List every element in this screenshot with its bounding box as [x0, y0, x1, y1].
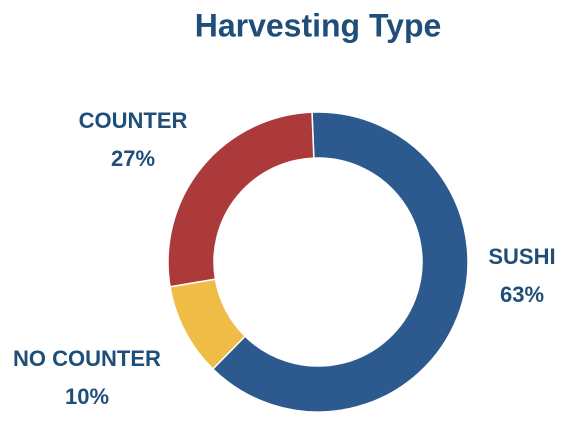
chart-title: Harvesting Type [195, 7, 442, 43]
slice-value-label: 10% [65, 384, 109, 409]
slice-value-label: 63% [500, 282, 544, 307]
donut-slice [211, 111, 469, 413]
slice-label: COUNTER [79, 108, 188, 133]
donut-slice [167, 111, 315, 288]
slice-label: NO COUNTER [13, 346, 161, 371]
slice-label: SUSHI [488, 244, 555, 269]
slice-value-label: 27% [111, 146, 155, 171]
